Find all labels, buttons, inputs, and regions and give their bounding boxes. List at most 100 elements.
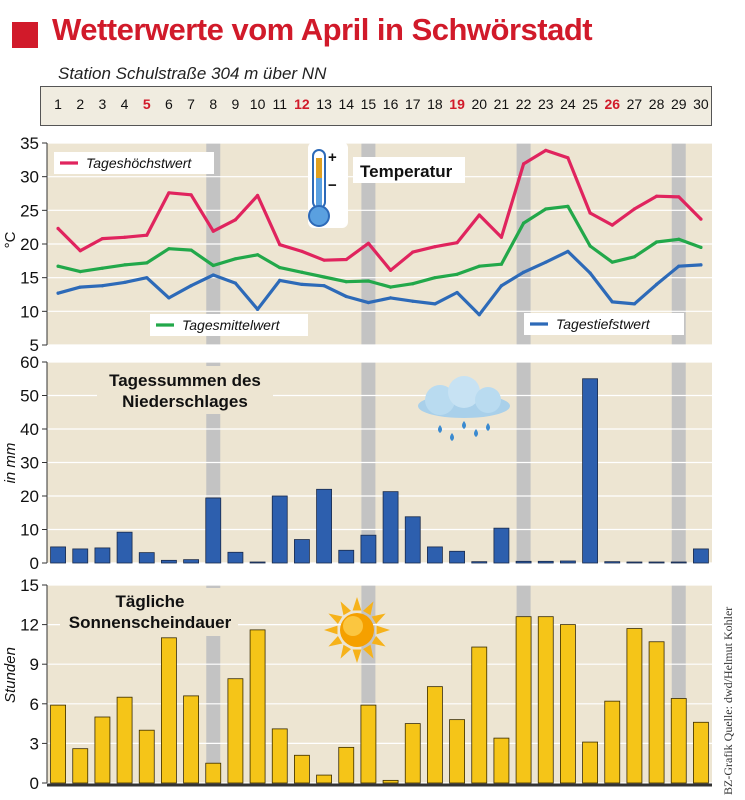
cloud-puff — [475, 387, 501, 413]
sunshine-bar-day-18 — [427, 686, 443, 784]
temperature-point — [477, 313, 481, 317]
day-number-6: 6 — [165, 96, 173, 112]
temperature-point — [278, 278, 282, 282]
thermometer-icon: +− — [308, 142, 348, 228]
day-number-7: 7 — [187, 96, 195, 112]
precipitation-bar-day-7 — [183, 559, 199, 564]
rain-cloud-icon — [418, 376, 510, 441]
title-marker — [12, 22, 38, 48]
legend-label: Tagestiefstwert — [556, 316, 651, 332]
sun-ray — [376, 625, 390, 635]
temperature-point — [388, 268, 393, 272]
sunshine-bar-day-3 — [94, 716, 111, 784]
sunshine-bar-day-14 — [338, 746, 355, 784]
day-number-9: 9 — [231, 96, 240, 112]
sunshine-bar-day-25 — [582, 741, 598, 784]
thermometer-mercury-cold — [316, 178, 322, 210]
y-tick-label: 0 — [30, 554, 39, 573]
temperature-point — [300, 282, 304, 286]
day-number-8: 8 — [209, 96, 218, 112]
temperature-point — [167, 296, 171, 300]
mean-temperature-line — [56, 204, 703, 289]
temperature-point — [588, 271, 592, 275]
temperature-point — [189, 284, 193, 288]
raindrop — [450, 433, 454, 441]
temperature-point — [455, 241, 459, 245]
temperature-point — [677, 264, 681, 268]
y-tick-label: 10 — [20, 302, 39, 321]
temperature-point — [100, 266, 105, 270]
temperature-point — [433, 245, 437, 249]
day-number-3: 3 — [98, 96, 107, 112]
temperature-point — [566, 204, 570, 208]
temperature-point — [455, 272, 459, 276]
temperature-point — [366, 279, 371, 283]
legend-box — [524, 313, 684, 335]
cloud-puff — [448, 376, 480, 408]
day-number-20: 20 — [471, 96, 488, 112]
sunshine-bar-day-1 — [50, 704, 66, 784]
precipitation-bar-day-17 — [404, 516, 421, 564]
temperature-point — [544, 260, 548, 264]
temperature-point — [189, 248, 193, 252]
y-tick-label: 15 — [20, 576, 39, 595]
temperature-point — [100, 237, 105, 241]
temperature-point — [78, 285, 82, 289]
sun-ray — [352, 649, 362, 663]
temperature-title-box — [353, 157, 465, 183]
sunshine-title-group: Tägliche Sonnenscheindauer — [60, 588, 238, 636]
sun-ray — [324, 625, 338, 635]
temperature-point — [632, 255, 637, 259]
legend-label: Tagesmittelwert — [182, 317, 281, 333]
sunshine-bar-day-7 — [183, 695, 199, 784]
precipitation-bar-day-3 — [94, 547, 111, 564]
temperature-point — [588, 211, 592, 215]
sunshine-bar-day-19 — [449, 719, 465, 784]
precipitation-bar-day-19 — [449, 550, 465, 564]
y-tick-label: 40 — [20, 420, 39, 439]
precipitation-bar-day-1 — [50, 546, 66, 564]
precipitation-title-group: Tagessummen des Niederschlages — [97, 366, 273, 414]
temperature-point — [566, 249, 570, 254]
precipitation-bar-day-11 — [271, 495, 288, 564]
precipitation-bar-day-27 — [626, 561, 643, 564]
legend-box — [150, 314, 308, 336]
y-axis-label-3: Stunden — [2, 647, 19, 703]
temperature-point — [122, 280, 127, 284]
day-number-4: 4 — [120, 96, 129, 112]
sunshine-bar-day-29 — [670, 698, 687, 784]
temperature-point — [477, 264, 481, 268]
temperature-point — [699, 217, 703, 221]
temperature-point — [189, 193, 193, 197]
y-tick-label: 60 — [20, 353, 39, 372]
temperature-point — [677, 195, 681, 199]
cloud-puff — [425, 385, 455, 415]
temperature-point — [699, 245, 703, 249]
sunshine-bar-day-6 — [161, 637, 177, 784]
day-number-25: 25 — [582, 96, 598, 112]
sun-ray — [371, 636, 386, 647]
temperature-point — [56, 226, 60, 231]
temperature-point — [211, 263, 215, 268]
sun-ray — [352, 597, 362, 611]
precipitation-bar-day-30 — [693, 548, 709, 564]
y-tick-label: 12 — [20, 616, 39, 635]
raindrop — [486, 423, 490, 431]
day-number-28: 28 — [648, 96, 665, 112]
precipitation-bars — [50, 378, 709, 564]
y-axis-label-2: in mm — [2, 443, 19, 484]
day-number-16: 16 — [382, 96, 399, 112]
legend-mean-temperature: Tagesmittelwert — [150, 314, 308, 336]
precipitation-bar-day-12 — [294, 539, 310, 564]
sunshine-title-line-2: Sonnenscheindauer — [69, 613, 232, 632]
thermometer-minus: − — [328, 177, 337, 194]
precipitation-bar-day-10 — [249, 561, 266, 564]
mean-temperature-line-group — [56, 204, 703, 289]
precipitation-bar-day-25 — [582, 378, 598, 564]
temperature-point — [278, 265, 282, 270]
day-number-5: 5 — [142, 96, 151, 112]
y-axis-label-1: °C — [2, 231, 19, 248]
temperature-point — [521, 270, 526, 274]
legend-label: Tageshöchstwert — [86, 155, 192, 171]
y-tick-label: 5 — [30, 336, 39, 355]
